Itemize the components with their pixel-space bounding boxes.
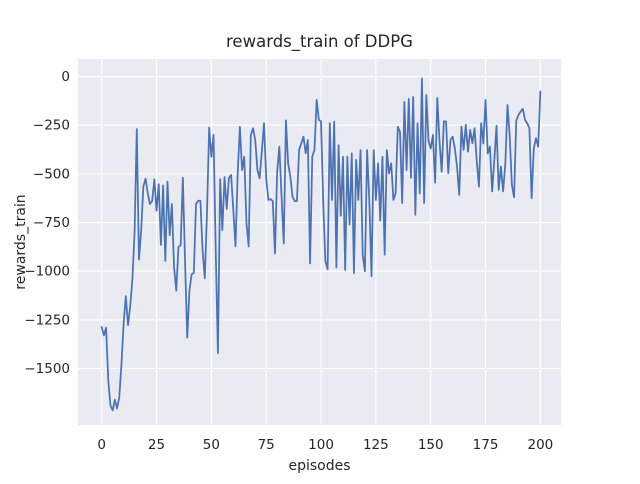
x-tick-label: 25 [148, 437, 165, 453]
tick-layer: 0 25 50 75 100 125 150 175 200 0 −250 −500 −750 −1000… [24, 69, 553, 453]
y-tick-label: −750 [33, 215, 70, 231]
y-tick-label: −500 [33, 166, 70, 182]
x-tick-label: 125 [363, 437, 389, 453]
y-tick-label: −250 [33, 118, 70, 134]
x-tick-label: 100 [308, 437, 334, 453]
y-tick-label: −1250 [24, 312, 70, 328]
y-axis-label: rewards_train [13, 194, 29, 289]
x-tick-label: 150 [418, 437, 444, 453]
x-tick-label: 0 [97, 437, 106, 453]
y-tick-label: 0 [61, 69, 70, 85]
x-tick-label: 200 [527, 437, 553, 453]
x-tick-label: 50 [203, 437, 220, 453]
y-tick-label: −1000 [24, 264, 70, 280]
chart-title: rewards_train of DDPG [226, 32, 413, 52]
y-tick-label: −1500 [24, 361, 70, 377]
rewards-line [100, 77, 542, 412]
x-tick-label: 75 [258, 437, 275, 453]
x-tick-label: 175 [473, 437, 499, 453]
x-axis-label: episodes [288, 458, 350, 474]
plot-area [78, 59, 561, 425]
